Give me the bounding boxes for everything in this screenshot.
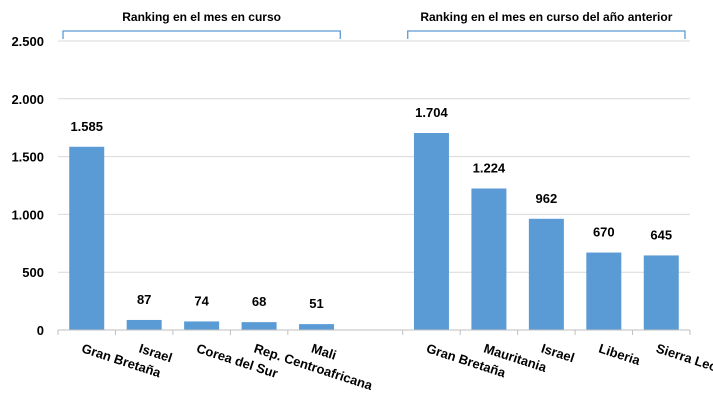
y-tick-label: 1.000 (11, 207, 44, 222)
bar (184, 321, 220, 330)
bar (643, 255, 679, 330)
group-bracket (407, 30, 686, 39)
category-label: Mali (310, 341, 339, 363)
gridlines (58, 40, 690, 273)
bar (528, 218, 564, 330)
data-label: 1.585 (70, 119, 103, 134)
category-label: Liberia (597, 341, 643, 369)
bar (471, 188, 507, 330)
y-tick-label: 0 (37, 323, 44, 338)
y-axis: 0 500 1.000 1.500 2.000 2.500 (11, 34, 44, 338)
data-labels: 1.585 87 74 68 51 1.704 1.224 962 670 645 (70, 105, 672, 311)
data-label: 51 (309, 296, 323, 311)
data-label: 645 (650, 227, 672, 242)
data-label: 1.704 (415, 105, 448, 120)
group-label: Ranking en el mes en curso (122, 10, 281, 24)
y-tick-label: 2.000 (11, 92, 44, 107)
data-label: 1.224 (473, 161, 506, 176)
group-bracket (62, 30, 341, 39)
data-label: 962 (536, 191, 558, 206)
data-label: 670 (593, 225, 615, 240)
bars (69, 133, 679, 330)
bar (126, 319, 162, 330)
y-tick-label: 500 (22, 265, 44, 280)
group-brackets: Ranking en el mes en curso Ranking en el … (62, 10, 686, 39)
y-tick-label: 2.500 (11, 34, 44, 49)
bar (69, 146, 105, 330)
bar (241, 322, 277, 330)
bar (413, 133, 449, 330)
category-label: Sierra Leona (654, 341, 713, 380)
data-label: 74 (194, 293, 209, 308)
group-label: Ranking en el mes en curso del año anter… (420, 10, 672, 24)
data-label: 68 (252, 294, 266, 309)
bar (586, 252, 622, 330)
y-tick-label: 1.500 (11, 150, 44, 165)
data-label: 87 (137, 292, 151, 307)
bar (299, 324, 335, 330)
